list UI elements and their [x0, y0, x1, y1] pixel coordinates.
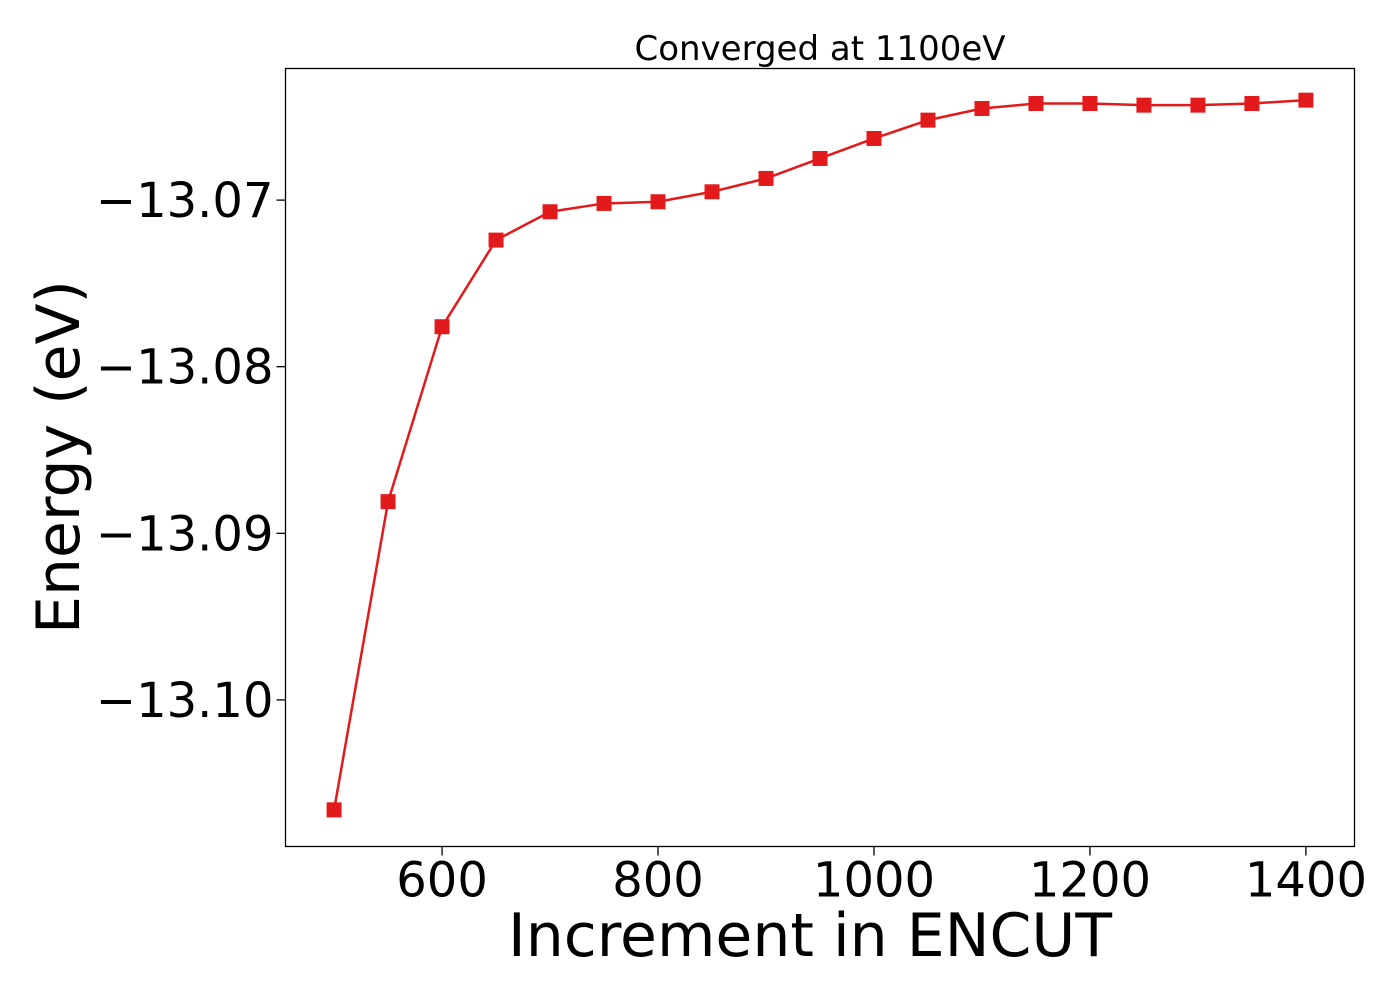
data-point-marker — [1136, 97, 1152, 113]
y-tick-label: −13.10 — [96, 673, 274, 729]
chart-title: Converged at 1100eV — [634, 29, 1005, 69]
data-point-marker — [1028, 95, 1044, 111]
data-point-marker — [1082, 95, 1098, 111]
x-tick-label: 1400 — [1245, 853, 1367, 909]
data-point-marker — [488, 232, 504, 248]
data-point-marker — [866, 130, 882, 146]
data-point-marker — [434, 319, 450, 335]
x-tick-label: 800 — [612, 853, 704, 909]
data-point-marker — [542, 204, 558, 220]
data-point-marker — [920, 112, 936, 128]
x-tick-label: 1200 — [1029, 853, 1151, 909]
y-tick-label: −13.09 — [96, 506, 274, 562]
data-point-marker — [650, 194, 666, 210]
data-point-marker — [380, 494, 396, 510]
data-point-marker — [704, 184, 720, 200]
y-tick-label: −13.07 — [96, 173, 274, 229]
x-tick-label: 1000 — [813, 853, 935, 909]
x-tick-label: 600 — [396, 853, 488, 909]
data-point-marker — [596, 195, 612, 211]
plot-area-frame — [284, 67, 1356, 848]
series-layer — [326, 92, 1314, 818]
data-point-marker — [1244, 95, 1260, 111]
y-axis-ticks: −13.07 −13.08 −13.09 −13.10 — [96, 173, 286, 729]
data-point-marker — [326, 802, 342, 818]
x-axis-ticks: 600 800 1000 1200 1400 — [396, 846, 1367, 909]
data-point-marker — [1190, 97, 1206, 113]
y-axis-title: Energy (eV) — [24, 280, 94, 634]
data-point-marker — [812, 150, 828, 166]
x-axis-title: Increment in ENCUT — [508, 901, 1112, 971]
y-tick-label: −13.08 — [96, 340, 274, 396]
data-point-marker — [974, 100, 990, 116]
series-line — [332, 98, 1306, 811]
data-point-marker — [1298, 92, 1314, 108]
data-point-marker — [758, 170, 774, 186]
